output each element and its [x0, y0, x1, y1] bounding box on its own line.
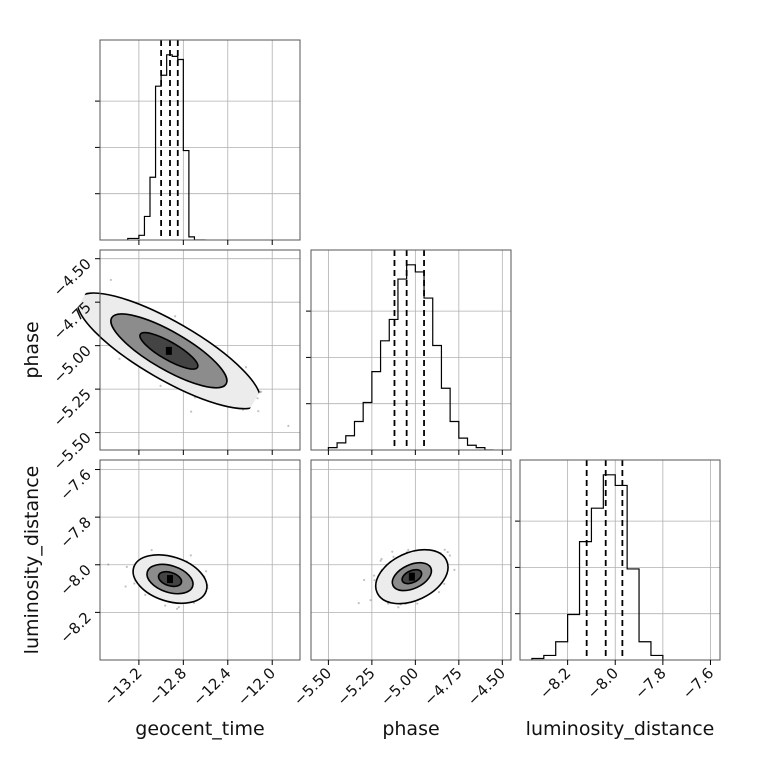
scatter-point	[453, 568, 456, 572]
scatter-point	[257, 410, 260, 413]
panel-frame	[519, 459, 721, 661]
density-peak	[167, 575, 173, 584]
x-tick-label: −8.0	[584, 664, 622, 702]
scatter-point	[133, 582, 136, 585]
panel-geocent_time-geocent_time	[95, 39, 301, 245]
y-tick-label: −5.25	[50, 385, 95, 430]
x-tick-label: −4.75	[420, 664, 465, 709]
x-tick-label: −5.25	[333, 664, 378, 709]
panel-frame	[310, 249, 512, 451]
scatter-point	[124, 585, 127, 588]
y-tick-label: −5.50	[50, 429, 95, 474]
scatter-point	[164, 604, 167, 607]
y-axis-title-luminosity_distance: luminosity_distance	[21, 466, 43, 655]
scatter-point	[190, 410, 193, 413]
scatter-point	[407, 548, 410, 552]
panel-geocent_time-phase: −5.50−5.25−5.00−4.75−4.50	[35, 249, 301, 474]
scatter-point	[372, 574, 376, 577]
scatter-point	[144, 593, 147, 597]
scatter-point	[174, 315, 177, 318]
scatter-point	[159, 384, 162, 387]
scatter-point	[68, 296, 70, 298]
x-axis-title-phase: phase	[382, 718, 439, 740]
panel-frame	[99, 39, 301, 241]
scatter-point	[443, 582, 446, 585]
density-peak	[408, 572, 415, 581]
scatter-point	[67, 297, 69, 299]
x-tick-label: −12.8	[145, 664, 190, 709]
scatter-point	[204, 570, 208, 573]
x-tick-label: −8.2	[536, 664, 574, 702]
scatter-point	[287, 424, 290, 427]
panel-background	[311, 250, 511, 450]
x-tick-label: −7.8	[631, 664, 669, 702]
histogram-geocent_time	[127, 54, 206, 240]
x-axis-title-geocent_time: geocent_time	[135, 718, 264, 740]
panel-background	[520, 460, 720, 660]
scatter-point	[256, 397, 259, 400]
scatter-point	[118, 357, 121, 360]
histogram-luminosity_distance	[531, 474, 664, 660]
x-tick-label: −7.6	[679, 664, 717, 702]
y-tick-label: −5.00	[50, 342, 95, 387]
panel-frame	[99, 459, 301, 661]
scatter-point	[259, 390, 263, 393]
panel-luminosity_distance-luminosity_distance: −8.2 −8.0 −7.8 −7.6	[515, 459, 721, 703]
panel-frame	[99, 249, 301, 451]
scatter-point	[392, 555, 395, 558]
scatter-point	[109, 278, 113, 282]
y-tick-label: −8.0	[56, 561, 94, 599]
x-tick-label: −5.50	[290, 664, 335, 709]
scatter-point	[150, 549, 153, 552]
scatter-point	[189, 554, 192, 557]
scatter-point	[107, 563, 110, 566]
scatter-point	[446, 550, 449, 554]
panel-background	[100, 40, 300, 240]
scatter-point	[35, 287, 37, 289]
scatter-point	[397, 606, 400, 609]
scatter-point	[443, 548, 446, 551]
y-tick-label: −8.2	[56, 608, 94, 646]
scatter-point	[87, 330, 89, 332]
y-tick-label: −7.8	[56, 513, 94, 551]
x-tick-label: −4.50	[464, 664, 509, 709]
scatter-point	[380, 557, 383, 561]
scatter-point	[369, 599, 372, 602]
scatter-point	[416, 602, 419, 605]
scatter-point	[125, 565, 128, 568]
panel-background	[100, 460, 300, 660]
panel-frame	[310, 459, 512, 661]
panel-phase-luminosity_distance: −5.50−5.25−5.00−4.75−4.50	[290, 459, 512, 709]
x-tick-label: −13.2	[100, 664, 145, 709]
scatter-point	[177, 606, 180, 609]
scatter-point	[387, 602, 390, 605]
x-tick-label: −12.0	[234, 664, 279, 709]
scatter-point	[175, 607, 179, 610]
scatter-point	[448, 554, 452, 557]
scatter-point	[437, 591, 441, 594]
panel-geocent_time-luminosity_distance: −13.2 −12.8 −12.4 −12.0−8.2−8.0−7.8−7.6	[56, 459, 301, 709]
scatter-point	[373, 579, 376, 582]
scatter-point	[379, 559, 382, 562]
x-axis-title-luminosity_distance: luminosity_distance	[526, 718, 715, 740]
x-tick-label: −5.00	[377, 664, 422, 709]
density-peak	[165, 346, 172, 355]
scatter-point	[357, 602, 360, 605]
panel-phase-phase	[306, 249, 512, 455]
scatter-point	[244, 366, 248, 369]
x-tick-label: −12.4	[189, 664, 234, 709]
scatter-point	[363, 578, 366, 582]
y-axis-title-phase: phase	[21, 321, 43, 378]
scatter-point	[391, 550, 394, 553]
